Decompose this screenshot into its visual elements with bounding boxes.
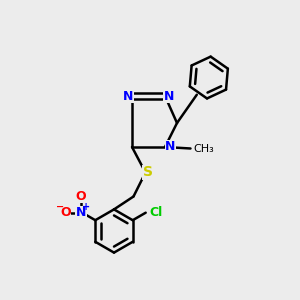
Text: −: −	[56, 202, 64, 212]
Text: N: N	[165, 140, 176, 154]
Text: Cl: Cl	[149, 206, 163, 219]
Text: N: N	[76, 206, 86, 219]
Text: +: +	[82, 202, 90, 212]
Text: N: N	[123, 89, 134, 103]
Text: N: N	[164, 89, 174, 103]
Text: O: O	[76, 190, 86, 203]
Text: S: S	[143, 166, 153, 179]
Text: CH₃: CH₃	[193, 143, 214, 154]
Text: O: O	[60, 206, 70, 219]
